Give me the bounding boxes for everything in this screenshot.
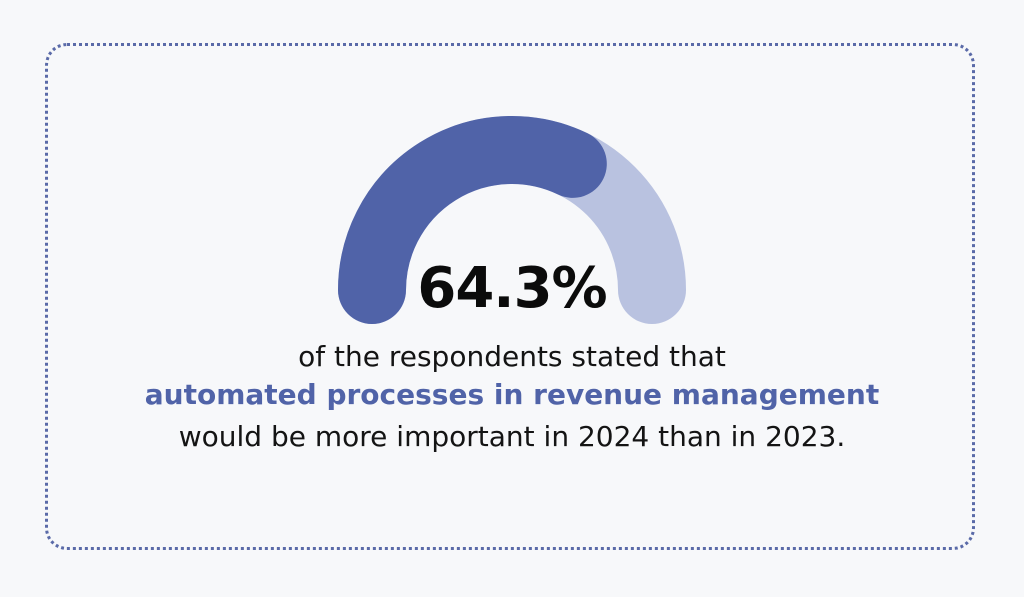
percentage-value: 64.3% — [417, 256, 607, 321]
caption-highlight: automated processes in revenue managemen… — [144, 378, 880, 411]
dotted-frame — [45, 43, 975, 550]
caption-line-1: of the respondents stated that — [298, 340, 726, 373]
gauge-arc-value — [338, 116, 607, 324]
caption-line-3: would be more important in 2024 than in … — [178, 420, 846, 453]
